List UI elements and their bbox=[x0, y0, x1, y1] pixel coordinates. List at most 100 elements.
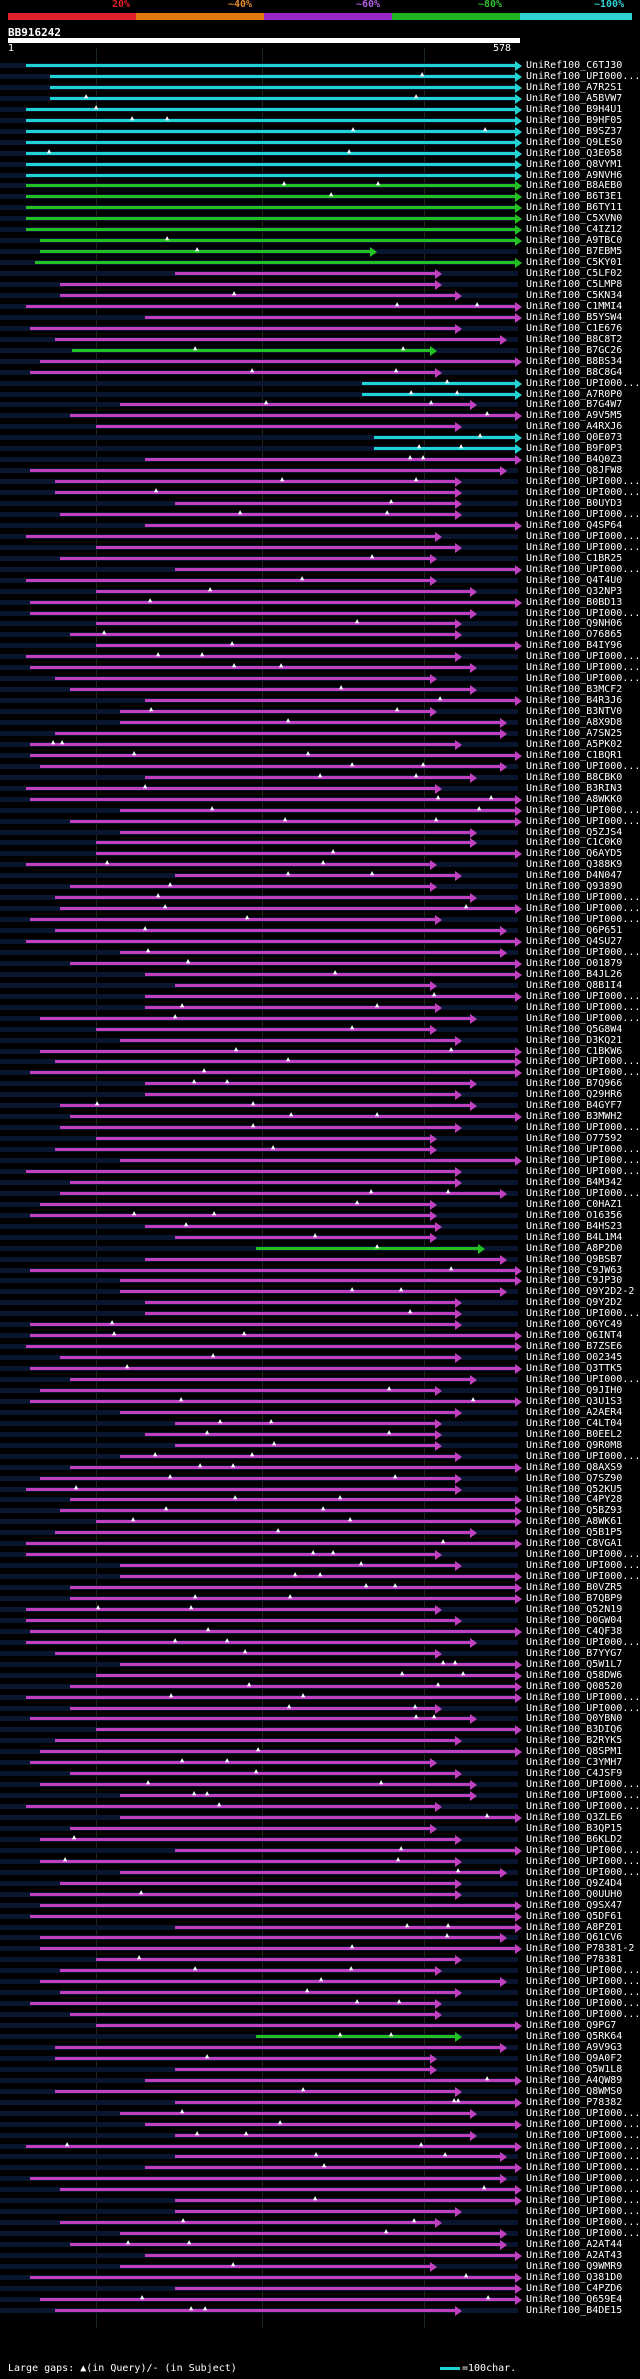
hit-accession[interactable]: UniRef100_A9V9G3 bbox=[526, 2041, 623, 2053]
hit-row[interactable]: ▲ UniRef100_C9JW63 bbox=[0, 1264, 640, 1277]
hit-accession[interactable]: UniRef100_UPI000... bbox=[526, 673, 640, 685]
hit-accession[interactable]: UniRef100_Q5W1L8 bbox=[526, 2063, 623, 2075]
hit-accession[interactable]: UniRef100_Q4SU27 bbox=[526, 936, 623, 947]
hit-row[interactable]: ▲ ▲ UniRef100_A8WK61 bbox=[0, 1516, 640, 1528]
hit-accession[interactable]: UniRef100_Q4SP64 bbox=[526, 519, 623, 531]
hit-row[interactable]: ▲ UniRef100_A4QW89 bbox=[0, 2074, 640, 2087]
hit-accession[interactable]: UniRef100_Q3ZLE6 bbox=[526, 1812, 623, 1823]
hit-row[interactable]: ▲ UniRef100_C0HAZ1 bbox=[0, 1198, 640, 1211]
hit-row[interactable]: ▲ ▲ UniRef100_UPI000... bbox=[0, 903, 640, 915]
hit-accession[interactable]: UniRef100_B3QP15 bbox=[526, 1822, 623, 1834]
hit-accession[interactable]: UniRef100_Q8B1I4 bbox=[526, 979, 623, 991]
hit-accession[interactable]: UniRef100_Q8SPM1 bbox=[526, 1746, 623, 1758]
hit-accession[interactable]: UniRef100_D0GW04 bbox=[526, 1614, 623, 1626]
hit-row[interactable]: ▲ UniRef100_C1BR25 bbox=[0, 552, 640, 565]
hit-accession[interactable]: UniRef100_A8P2D0 bbox=[526, 1242, 623, 1254]
hit-accession[interactable]: UniRef100_Q7SZ90 bbox=[526, 1472, 623, 1484]
hit-accession[interactable]: UniRef100_B8C8G4 bbox=[526, 366, 623, 378]
hit-row[interactable]: UniRef100_Q4SP64 bbox=[0, 520, 640, 532]
hit-accession[interactable]: UniRef100_UPI000... bbox=[526, 70, 640, 82]
hit-row[interactable]: ▲ UniRef100_UPI000... bbox=[0, 2195, 640, 2207]
hit-accession[interactable]: UniRef100_C1BR25 bbox=[526, 552, 623, 564]
hit-row[interactable]: ▲ ▲ UniRef100_UPI000... bbox=[0, 1571, 640, 1583]
hit-accession[interactable]: UniRef100_UPI000... bbox=[526, 1308, 640, 1320]
hit-row[interactable]: ▲ UniRef100_B0BD13 bbox=[0, 596, 640, 609]
hit-row[interactable]: ▲ UniRef100_UPI000... bbox=[0, 1012, 640, 1025]
hit-accession[interactable]: UniRef100_O77592 bbox=[526, 1133, 623, 1145]
hit-accession[interactable]: UniRef100_UPI000... bbox=[526, 2217, 640, 2229]
hit-accession[interactable]: UniRef100_B9SZ37 bbox=[526, 125, 623, 137]
hit-accession[interactable]: UniRef100_B4IY96 bbox=[526, 640, 623, 652]
hit-accession[interactable]: UniRef100_UPI000... bbox=[526, 1165, 640, 1177]
hit-accession[interactable]: UniRef100_Q3E058 bbox=[526, 147, 623, 159]
hit-row[interactable]: ▲ ▲ UniRef100_O16356 bbox=[0, 1209, 640, 1222]
hit-accession[interactable]: UniRef100_UPI000... bbox=[526, 1187, 640, 1199]
hit-row[interactable]: ▲ ▲ UniRef100_A7R0P0 bbox=[0, 388, 640, 401]
hit-accession[interactable]: UniRef100_B6T3E1 bbox=[526, 191, 623, 203]
hit-row[interactable]: ▲ ▲ UniRef100_UPI000... bbox=[0, 1636, 640, 1649]
hit-row[interactable]: ▲ ▲ UniRef100_UPI000... bbox=[0, 1790, 640, 1802]
hit-accession[interactable]: UniRef100_C4PZD6 bbox=[526, 2282, 623, 2294]
hit-accession[interactable]: UniRef100_B6KLD2 bbox=[526, 1833, 623, 1845]
hit-row[interactable]: ▲ ▲ UniRef100_C1BQR1 bbox=[0, 749, 640, 762]
hit-row[interactable]: ▲ UniRef100_Q9NH06 bbox=[0, 618, 640, 630]
hit-accession[interactable]: UniRef100_Q6INT4 bbox=[526, 1330, 623, 1342]
hit-row[interactable]: ▲ UniRef100_A8P2D0 bbox=[0, 1242, 640, 1255]
hit-row[interactable]: UniRef100_UPI000... bbox=[0, 1166, 640, 1178]
hit-accession[interactable]: UniRef100_UPI000... bbox=[526, 804, 640, 816]
hit-row[interactable]: UniRef100_C6TJ30 bbox=[0, 60, 640, 72]
hit-accession[interactable]: UniRef100_UPI000... bbox=[526, 815, 640, 827]
hit-accession[interactable]: UniRef100_B9H4U1 bbox=[526, 103, 623, 115]
hit-row[interactable]: ▲ UniRef100_Q381D0 bbox=[0, 2271, 640, 2284]
hit-row[interactable]: ▲ UniRef100_B6T3E1 bbox=[0, 191, 640, 203]
hit-accession[interactable]: UniRef100_O01879 bbox=[526, 957, 623, 969]
hit-accession[interactable]: UniRef100_B7ZSE6 bbox=[526, 1341, 623, 1353]
hit-accession[interactable]: UniRef100_UPI000... bbox=[526, 2195, 640, 2207]
hit-row[interactable]: ▲ UniRef100_UPI000... bbox=[0, 1144, 640, 1156]
hit-row[interactable]: ▲ ▲ UniRef100_A5PK02 bbox=[0, 738, 640, 751]
hit-row[interactable]: ▲ ▲ UniRef100_C4PY28 bbox=[0, 1494, 640, 1506]
hit-row[interactable]: ▲ UniRef100_P78381-2 bbox=[0, 1943, 640, 1955]
hit-accession[interactable]: UniRef100_Q61CV6 bbox=[526, 1932, 623, 1944]
hit-row[interactable]: ▲ ▲ UniRef100_A8PZ01 bbox=[0, 1921, 640, 1934]
hit-accession[interactable]: UniRef100_Q52KU5 bbox=[526, 1483, 623, 1495]
hit-accession[interactable]: UniRef100_B4Q0Z3 bbox=[526, 454, 623, 466]
hit-accession[interactable]: UniRef100_C1BQR1 bbox=[526, 749, 623, 761]
hit-row[interactable]: UniRef100_C5LF02 bbox=[0, 268, 640, 280]
hit-row[interactable]: UniRef100_B8BS34 bbox=[0, 356, 640, 368]
hit-accession[interactable]: UniRef100_UPI000... bbox=[526, 1560, 640, 1572]
hit-accession[interactable]: UniRef100_B8BS34 bbox=[526, 355, 623, 367]
hit-row[interactable]: ▲ ▲ UniRef100_B8CBK0 bbox=[0, 771, 640, 784]
hit-row[interactable]: ▲ UniRef100_Q3TTK5 bbox=[0, 1363, 640, 1375]
hit-accession[interactable]: UniRef100_B0BD13 bbox=[526, 596, 623, 608]
hit-accession[interactable]: UniRef100_UPI000... bbox=[526, 2140, 640, 2152]
hit-row[interactable]: ▲ ▲ UniRef100_B8AEB0 bbox=[0, 180, 640, 192]
hit-accession[interactable]: UniRef100_O76865 bbox=[526, 629, 623, 641]
hit-row[interactable]: UniRef100_C1C0K0 bbox=[0, 837, 640, 849]
hit-row[interactable]: UniRef100_Q8VYM1 bbox=[0, 159, 640, 171]
hit-row[interactable]: ▲ ▲ UniRef100_C4LT04 bbox=[0, 1417, 640, 1430]
hit-accession[interactable]: UniRef100_Q9A0F2 bbox=[526, 2052, 623, 2064]
hit-row[interactable]: UniRef100_B2RYK5 bbox=[0, 1735, 640, 1747]
hit-row[interactable]: ▲ ▲ UniRef100_UPI000... bbox=[0, 760, 640, 773]
hit-row[interactable]: ▲ ▲ UniRef100_UPI000... bbox=[0, 1549, 640, 1561]
hit-accession[interactable]: UniRef100_P78381-2 bbox=[526, 1943, 635, 1955]
hit-row[interactable]: UniRef100_A4RXJ6 bbox=[0, 421, 640, 433]
hit-accession[interactable]: UniRef100_UPI000... bbox=[526, 1691, 640, 1703]
hit-accession[interactable]: UniRef100_C1MMI4 bbox=[526, 300, 623, 312]
hit-row[interactable]: UniRef100_Q4SU27 bbox=[0, 936, 640, 948]
hit-accession[interactable]: UniRef100_A2AER4 bbox=[526, 1406, 623, 1418]
hit-row[interactable]: ▲ ▲ UniRef100_C3YMH7 bbox=[0, 1757, 640, 1769]
hit-accession[interactable]: UniRef100_B4DE15 bbox=[526, 2304, 623, 2316]
hit-accession[interactable]: UniRef100_UPI000... bbox=[526, 946, 640, 958]
hit-row[interactable]: UniRef100_Q5DF61 bbox=[0, 1911, 640, 1923]
hit-row[interactable]: ▲ ▲ UniRef100_B4GYF7 bbox=[0, 1100, 640, 1112]
hit-accession[interactable]: UniRef100_UPI000... bbox=[526, 508, 640, 520]
hit-accession[interactable]: UniRef100_A2AT43 bbox=[526, 2250, 623, 2261]
hit-accession[interactable]: UniRef100_C1BKW6 bbox=[526, 1045, 623, 1057]
hit-accession[interactable]: UniRef100_Q6P651 bbox=[526, 925, 623, 937]
hit-accession[interactable]: UniRef100_UPI000... bbox=[526, 1998, 640, 2010]
hit-row[interactable]: ▲ ▲ UniRef100_UPI000... bbox=[0, 1187, 640, 1200]
hit-accession[interactable]: UniRef100_A9TBC0 bbox=[526, 235, 623, 247]
hit-row[interactable]: ▲ ▲ UniRef100_UPI000... bbox=[0, 1779, 640, 1791]
